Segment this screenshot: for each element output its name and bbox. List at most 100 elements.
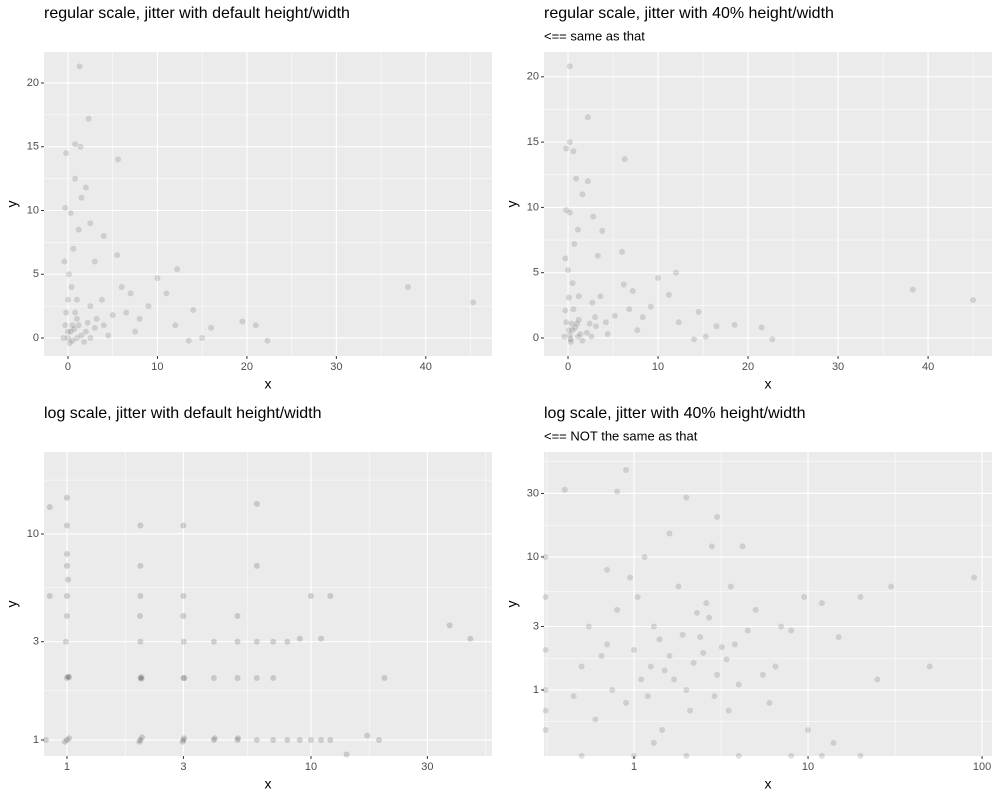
point bbox=[375, 736, 382, 743]
x-tick-label: 100 bbox=[973, 761, 991, 773]
point bbox=[723, 656, 730, 663]
point bbox=[620, 281, 627, 288]
point bbox=[63, 736, 70, 743]
point bbox=[327, 736, 334, 743]
point bbox=[579, 337, 586, 344]
point bbox=[307, 736, 314, 743]
point bbox=[731, 641, 738, 648]
point bbox=[566, 332, 573, 339]
point bbox=[75, 226, 82, 233]
y-axis-label: y bbox=[4, 201, 20, 208]
point bbox=[665, 291, 672, 298]
chart-subtitle: <== NOT the same as that bbox=[544, 428, 698, 443]
point bbox=[100, 233, 107, 240]
point bbox=[67, 210, 74, 217]
point bbox=[706, 614, 713, 621]
point bbox=[78, 194, 85, 201]
point bbox=[683, 494, 690, 501]
point bbox=[634, 593, 641, 600]
point bbox=[68, 284, 75, 291]
point bbox=[381, 674, 388, 681]
point bbox=[759, 671, 766, 678]
point bbox=[926, 663, 933, 670]
point bbox=[318, 635, 325, 642]
y-tick-label: 20 bbox=[527, 71, 539, 83]
point bbox=[766, 699, 773, 706]
point bbox=[713, 323, 720, 330]
point bbox=[63, 562, 70, 569]
point bbox=[123, 309, 130, 316]
point bbox=[180, 638, 187, 645]
x-axis-label: x bbox=[265, 776, 272, 792]
point bbox=[63, 674, 70, 681]
point bbox=[180, 674, 187, 681]
point bbox=[634, 327, 641, 334]
point bbox=[574, 226, 581, 233]
point bbox=[64, 335, 71, 342]
point bbox=[343, 751, 350, 758]
point bbox=[562, 255, 569, 262]
y-tick-label: 15 bbox=[527, 136, 539, 148]
point bbox=[598, 653, 605, 660]
point bbox=[659, 727, 666, 734]
point bbox=[66, 735, 73, 742]
point bbox=[752, 606, 759, 613]
point bbox=[69, 322, 76, 329]
y-tick-label: 10 bbox=[527, 201, 539, 213]
point bbox=[690, 659, 697, 666]
y-tick-label: 30 bbox=[527, 487, 539, 499]
point bbox=[185, 337, 192, 344]
point bbox=[91, 258, 98, 265]
point bbox=[835, 634, 842, 641]
point bbox=[180, 736, 187, 743]
point bbox=[72, 175, 79, 182]
point bbox=[788, 627, 795, 634]
chart-subtitle: <== same as that bbox=[544, 28, 645, 43]
x-tick-label: 10 bbox=[305, 761, 317, 773]
point bbox=[609, 686, 616, 693]
plot-panel bbox=[544, 52, 992, 356]
point bbox=[769, 336, 776, 343]
point bbox=[61, 258, 68, 265]
point bbox=[565, 294, 572, 301]
point bbox=[592, 314, 599, 321]
point bbox=[575, 316, 582, 323]
point bbox=[137, 522, 144, 529]
x-tick-label: 10 bbox=[802, 761, 814, 773]
point bbox=[697, 634, 704, 641]
point bbox=[584, 114, 591, 121]
point bbox=[211, 735, 218, 742]
point bbox=[561, 486, 568, 493]
point bbox=[137, 638, 144, 645]
point bbox=[675, 319, 682, 326]
point bbox=[284, 638, 291, 645]
point bbox=[711, 693, 718, 700]
point bbox=[172, 322, 179, 329]
y-tick-label: 10 bbox=[527, 551, 539, 563]
point bbox=[971, 574, 978, 581]
point bbox=[683, 752, 690, 759]
point bbox=[571, 240, 578, 247]
point bbox=[63, 494, 70, 501]
x-tick-label: 40 bbox=[922, 361, 934, 373]
point bbox=[739, 543, 746, 550]
x-axis-label: x bbox=[265, 376, 272, 392]
point bbox=[105, 332, 112, 339]
point bbox=[857, 752, 864, 759]
point bbox=[65, 576, 72, 583]
point bbox=[82, 184, 89, 191]
point bbox=[174, 266, 181, 273]
point bbox=[82, 328, 89, 335]
point bbox=[569, 327, 576, 334]
point bbox=[599, 227, 606, 234]
point bbox=[563, 145, 570, 152]
point bbox=[619, 248, 626, 255]
point bbox=[190, 306, 197, 313]
x-tick-label: 30 bbox=[832, 361, 844, 373]
point bbox=[638, 676, 645, 683]
point bbox=[818, 600, 825, 607]
point bbox=[234, 736, 241, 743]
point bbox=[69, 337, 76, 344]
point bbox=[91, 324, 98, 331]
point bbox=[118, 284, 125, 291]
